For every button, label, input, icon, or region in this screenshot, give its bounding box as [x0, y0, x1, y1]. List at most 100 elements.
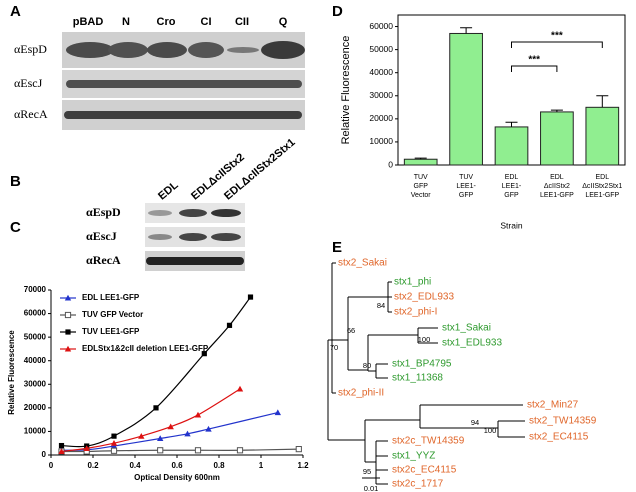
blot-a	[62, 32, 305, 130]
y-tick-label: 70000	[24, 285, 47, 294]
y-tick-label: 10000	[369, 136, 393, 146]
x-axis-label: Strain	[500, 220, 522, 230]
legend-marker	[65, 329, 71, 335]
blot-row-label: αEscJ	[14, 76, 43, 90]
panel-letter: C	[10, 219, 21, 236]
y-axis-label: Relative Fluorescence	[7, 330, 16, 415]
bar	[540, 111, 574, 166]
x-tick-label: EDL	[595, 174, 609, 181]
leaf-label: stx2_EC4115	[529, 432, 589, 443]
blot-column-label: N	[122, 16, 130, 28]
y-tick-label: 20000	[369, 113, 393, 123]
bar	[449, 32, 483, 166]
x-tick-label: 1.2	[297, 461, 309, 470]
point	[236, 447, 244, 454]
leaf-label: stx1_BP4795	[392, 359, 452, 370]
bar	[585, 106, 620, 166]
legend-label: TUV LEE1-GFP	[82, 327, 140, 336]
x-tick-label: GFP	[504, 192, 519, 199]
bar	[494, 126, 529, 166]
point	[194, 447, 202, 454]
point	[194, 411, 202, 418]
x-tick-label: ΔcIIStx2Stx1	[582, 183, 622, 190]
leaf-label: stx1_phi	[394, 277, 431, 288]
bootstrap-value: 70	[330, 343, 338, 352]
x-tick-label: ΔcIIStx2	[544, 183, 570, 190]
leaf-label: stx2c_1717	[392, 479, 444, 490]
x-tick-label: LEE1-GFP	[585, 192, 619, 199]
x-axis-label: Optical Density 600nm	[134, 473, 220, 482]
x-tick-label: EDL	[550, 174, 564, 181]
x-tick-label: GFP	[414, 183, 429, 190]
legend-label: EDL LEE1-GFP	[82, 293, 140, 302]
error-bar	[596, 95, 609, 108]
leaf-label: stx2_phi-II	[338, 388, 384, 399]
point	[205, 425, 212, 432]
y-tick-label: 0	[42, 450, 47, 459]
bootstrap-value: 100	[484, 426, 497, 435]
leaf-label: stx2_TW14359	[529, 416, 597, 427]
x-tick-label: 0.2	[87, 461, 99, 470]
point	[295, 446, 302, 453]
point	[111, 433, 117, 439]
blot-column-label: EDL	[156, 179, 181, 203]
blot-row-label: αRecA	[14, 107, 48, 121]
leaf-label: stx1_YYZ	[392, 451, 435, 462]
point	[58, 448, 65, 455]
error-bar	[505, 121, 518, 127]
x-tick-label: 0.4	[129, 461, 141, 470]
point	[157, 447, 164, 454]
leaf-label: stx1_11368	[392, 373, 443, 384]
bootstrap-value: 80	[363, 361, 371, 370]
point	[110, 447, 118, 454]
legend-label: EDLStx1&2cII deletion LEE1-GFP	[82, 344, 209, 353]
y-tick-label: 60000	[24, 309, 47, 318]
y-tick-label: 0	[388, 159, 393, 169]
bootstrap-value: 94	[471, 418, 479, 427]
x-tick-label: GFP	[459, 192, 474, 199]
point	[236, 385, 244, 392]
leaf-label: stx2_Sakai	[338, 258, 387, 269]
blot-b	[145, 203, 245, 271]
point	[157, 435, 164, 442]
point	[167, 423, 174, 430]
leaf-label: stx1_EDL933	[442, 338, 502, 349]
bootstrap-value: 95	[363, 467, 371, 476]
leaf-label: stx2c_EC4115	[392, 465, 457, 476]
series-line	[61, 388, 241, 453]
panel-letter: E	[332, 239, 342, 256]
point	[83, 445, 90, 451]
blot-row-label: αEspD	[86, 205, 121, 219]
blot-column-label: Cro	[157, 16, 176, 28]
y-tick-label: 10000	[24, 427, 47, 436]
x-tick-label: TUV	[459, 174, 473, 181]
point	[226, 322, 233, 328]
point	[247, 294, 254, 300]
y-tick-label: 30000	[369, 90, 393, 100]
error-bar	[460, 27, 473, 34]
x-tick-label: Vector	[411, 192, 432, 199]
bootstrap-value: 84	[377, 301, 385, 310]
y-tick-label: 20000	[24, 403, 47, 412]
blot-column-label: Q	[279, 16, 288, 28]
blot-row-label: αRecA	[86, 253, 121, 267]
scale-label: 0.01	[364, 484, 379, 492]
blot-column-label: CII	[235, 16, 249, 28]
x-tick-label: LEE1-	[456, 183, 476, 190]
significance-bracket	[511, 65, 558, 72]
y-tick-label: 50000	[369, 44, 393, 54]
significance-label: ***	[551, 31, 563, 42]
tree-branches	[327, 262, 525, 485]
y-tick-label: 60000	[369, 21, 393, 31]
y-tick-label: 40000	[24, 356, 47, 365]
y-tick-label: 50000	[24, 332, 47, 341]
legend-marker	[64, 311, 72, 319]
point	[58, 442, 65, 449]
point	[138, 432, 145, 439]
panel-letter: D	[332, 3, 343, 20]
leaf-label: stx2_Min27	[527, 400, 579, 411]
leaf-label: stx2_phi-I	[394, 307, 437, 318]
error-bar	[414, 157, 427, 160]
x-tick-label: LEE1-GFP	[540, 192, 574, 199]
x-tick-label: 0.6	[171, 461, 183, 470]
